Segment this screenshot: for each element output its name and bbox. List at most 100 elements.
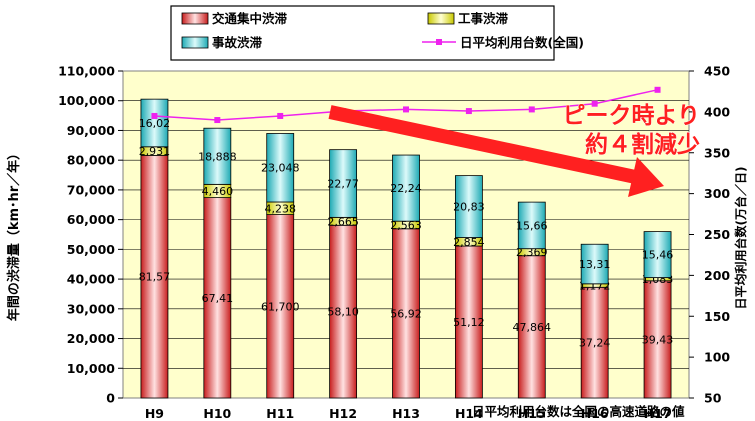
y-axis-title-left: 年間の渋滞量（km･hr／年） xyxy=(6,147,22,321)
label-accident: 23,048 xyxy=(261,162,300,175)
bar-accident xyxy=(580,243,609,285)
label-construction: 2,369 xyxy=(516,246,548,259)
bar-congestion xyxy=(140,155,169,399)
label-congestion: 81,57 xyxy=(139,271,171,284)
label-congestion: 47,864 xyxy=(513,321,552,334)
label-accident: 18,888 xyxy=(198,150,237,163)
x-tick-label: H17 xyxy=(644,406,672,421)
legend-swatch-construction xyxy=(427,12,455,25)
bar-congestion xyxy=(517,255,546,399)
bars: 81,57 2,931 16,02 67,41 4,460 18,888 61,700 4,2… xyxy=(139,98,674,399)
y-tick-label-right: 100 xyxy=(704,350,730,365)
bar-congestion xyxy=(266,214,295,399)
decrease-arrow-shaft xyxy=(328,105,642,185)
bar-congestion xyxy=(580,286,609,399)
y-tick-label-right: 200 xyxy=(704,268,730,283)
label-construction: 2,931 xyxy=(139,145,171,158)
y-tick-label-right: 450 xyxy=(704,64,730,79)
label-accident: 20,83 xyxy=(453,201,485,214)
bar-accident xyxy=(392,154,420,222)
legend-label-accident: 事故渋滞 xyxy=(212,35,263,50)
y-tick-label-right: 350 xyxy=(704,145,730,160)
legend-marker-usage xyxy=(436,39,442,45)
y-tick-label-left: 100,000 xyxy=(58,93,115,108)
y-tick-label-left: 10,000 xyxy=(67,361,116,376)
y-tick-label-right: 300 xyxy=(704,186,730,201)
label-accident: 13,31 xyxy=(579,258,611,271)
annotation-line2: 約４割減少 xyxy=(585,131,700,158)
legend-box xyxy=(170,5,555,61)
y-tick-label-left: 50,000 xyxy=(67,242,116,257)
usage-point xyxy=(277,112,284,119)
annotation-line1: ピーク時より xyxy=(562,103,700,129)
x-tick-label: H13 xyxy=(392,406,420,421)
legend-label-congestion: 交通集中渋滞 xyxy=(212,11,288,26)
label-accident: 15,66 xyxy=(516,219,548,232)
legend-label-usage: 日平均利用台数(全国) xyxy=(460,35,584,50)
bar-accident xyxy=(203,127,232,185)
usage-point xyxy=(528,106,535,113)
label-congestion: 37,24 xyxy=(579,337,611,350)
y-tick-label-right: 400 xyxy=(704,104,730,119)
label-construction: 4,238 xyxy=(264,202,296,215)
label-construction: 2,665 xyxy=(327,215,359,228)
legend-swatch-congestion xyxy=(181,12,209,25)
y-tick-label-left: 90,000 xyxy=(67,123,116,138)
label-congestion: 39,43 xyxy=(642,333,674,346)
x-axis: H9 H10 H11 H12 H13 H14 H15 H16 H17 xyxy=(145,406,672,421)
x-tick-label: H12 xyxy=(329,406,357,421)
label-accident: 16,02 xyxy=(139,117,171,130)
annotation: ピーク時より 約４割減少 xyxy=(328,103,700,197)
usage-point xyxy=(465,108,472,115)
bar-congestion xyxy=(329,224,358,399)
bar-accident xyxy=(140,98,169,148)
y-tick-label-left: 60,000 xyxy=(67,212,116,227)
y-tick-label-left: 80,000 xyxy=(67,153,116,168)
label-construction: 4,460 xyxy=(202,185,234,198)
label-accident: 15,46 xyxy=(642,249,674,262)
usage-point xyxy=(654,86,661,93)
label-accident: 22,24 xyxy=(390,182,422,195)
usage-point xyxy=(591,100,598,107)
bar-accident xyxy=(266,133,295,203)
y-axis-right: 50 100 150 200 250 300 350 400 450 xyxy=(689,64,730,406)
bar-accident xyxy=(454,175,483,238)
bar-congestion xyxy=(643,280,672,399)
usage-point xyxy=(214,117,221,124)
y-tick-label-left: 20,000 xyxy=(67,331,116,346)
decrease-arrow-head xyxy=(628,157,664,197)
label-congestion: 51,12 xyxy=(453,316,485,329)
legend-label-construction: 工事渋滞 xyxy=(458,11,509,26)
y-tick-label-left: 110,000 xyxy=(58,64,115,79)
x-tick-label: H15 xyxy=(518,406,546,421)
x-tick-label: H16 xyxy=(581,406,609,421)
bar-accident xyxy=(329,149,358,218)
y-tick-label-left: 40,000 xyxy=(67,272,116,287)
usage-point xyxy=(403,106,409,113)
x-tick-label: H10 xyxy=(203,406,231,421)
x-tick-label: H9 xyxy=(145,406,164,421)
y-axis-left: 0 10,000 20,000 30,000 40,000 50,000 60,000 70,… xyxy=(58,64,123,406)
footnote: 日平均利用台数は全国の高速道路の値 xyxy=(472,404,685,419)
y-axis-title-right: 日平均利用台数(万台／日) xyxy=(733,167,748,310)
label-congestion: 67,41 xyxy=(202,292,234,305)
y-tick-label-left: 0 xyxy=(106,391,115,406)
label-congestion: 56,92 xyxy=(390,307,422,320)
label-congestion: 58,10 xyxy=(327,306,359,319)
y-tick-label-right: 50 xyxy=(704,391,722,406)
usage-point xyxy=(151,112,158,119)
label-accident: 22,77 xyxy=(327,178,359,191)
label-congestion: 61,700 xyxy=(261,300,300,313)
bar-accident xyxy=(517,201,546,250)
label-construction: 2,563 xyxy=(390,219,422,232)
x-tick-label: H14 xyxy=(455,406,483,421)
label-construction: 2,854 xyxy=(453,236,485,249)
y-tick-label-left: 30,000 xyxy=(67,301,116,316)
bar-accident xyxy=(643,231,672,278)
legend-swatch-accident xyxy=(181,36,209,49)
legend: 交通集中渋滞 工事渋滞 事故渋滞 日平均利用台数(全国) xyxy=(170,5,584,61)
y-tick-label-left: 70,000 xyxy=(67,182,116,197)
y-tick-label-right: 250 xyxy=(704,227,730,242)
y-tick-label-right: 150 xyxy=(704,309,730,324)
